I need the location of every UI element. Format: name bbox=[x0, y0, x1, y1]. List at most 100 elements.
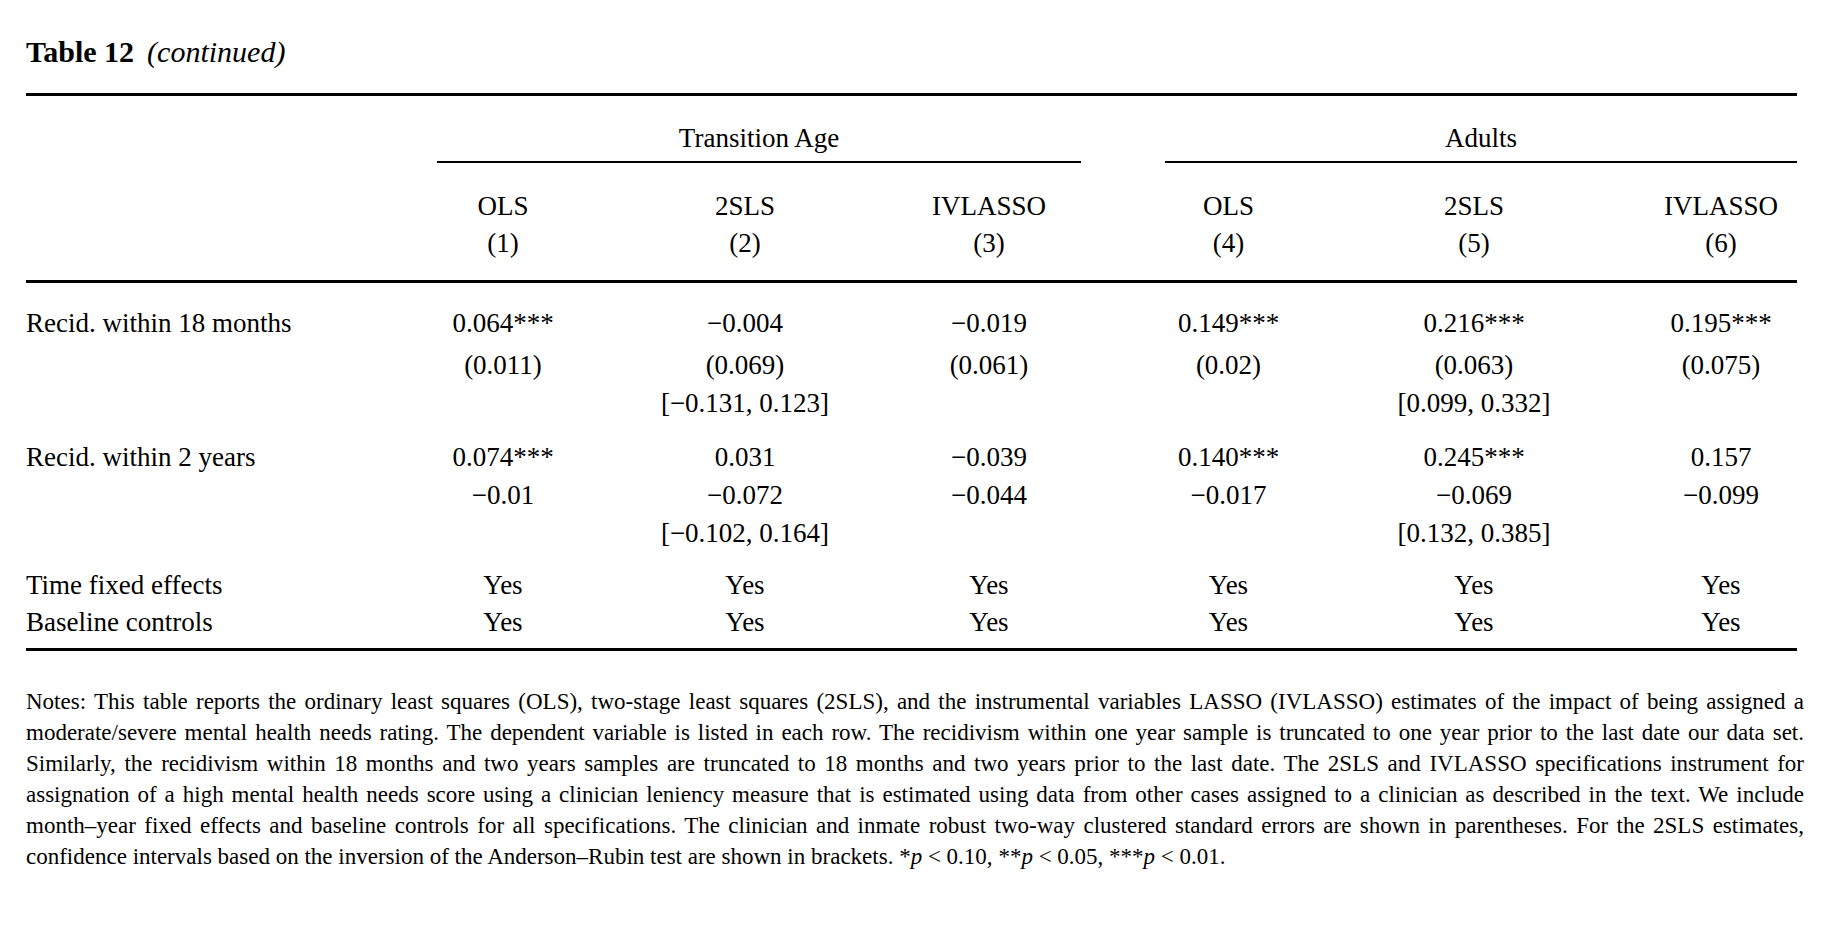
estimate-row: Recid. within 18 months 0.064*** −0.004 … bbox=[26, 305, 1842, 341]
se-cell: −0.044 bbox=[869, 477, 1109, 513]
row-label: Recid. within 2 years bbox=[26, 439, 385, 475]
column-header-number: (5) bbox=[1348, 225, 1600, 261]
ci-cell bbox=[385, 385, 621, 421]
sig-stars: *** bbox=[1109, 844, 1144, 869]
column-header-number: (3) bbox=[869, 225, 1109, 261]
sig-threshold: < 0.10, bbox=[922, 844, 998, 869]
column-header-spacer bbox=[26, 225, 385, 261]
ci-cell bbox=[869, 515, 1109, 551]
se-cell: (0.061) bbox=[869, 347, 1109, 383]
table-title-continued: (continued) bbox=[147, 35, 285, 68]
se-row: −0.01 −0.072 −0.044 −0.017 −0.069 −0.099 bbox=[26, 477, 1842, 513]
column-header-number: (1) bbox=[385, 225, 621, 261]
group-rule-transition-age bbox=[437, 161, 1081, 163]
sig-threshold: < 0.05, bbox=[1033, 844, 1109, 869]
control-cell: Yes bbox=[1600, 604, 1842, 640]
ci-cell: [−0.131, 0.123] bbox=[621, 385, 869, 421]
control-cell: Yes bbox=[385, 604, 621, 640]
controls-row: Baseline controls Yes Yes Yes Yes Yes Ye… bbox=[26, 604, 1842, 640]
ci-cell bbox=[1109, 515, 1348, 551]
estimate-cell: 0.195*** bbox=[1600, 305, 1842, 341]
ci-cell: [−0.102, 0.164] bbox=[621, 515, 869, 551]
row-label-spacer bbox=[26, 477, 385, 513]
sig-p: p bbox=[1144, 844, 1156, 869]
estimate-row: Recid. within 2 years 0.074*** 0.031 −0.… bbox=[26, 439, 1842, 475]
sig-stars: * bbox=[899, 844, 911, 869]
estimate-cell: 0.157 bbox=[1600, 439, 1842, 475]
column-header-method: 2SLS bbox=[621, 188, 869, 224]
table-title: Table 12 (continued) bbox=[26, 34, 285, 70]
control-cell: Yes bbox=[1109, 604, 1348, 640]
group-rule-adults bbox=[1165, 161, 1797, 163]
column-number-row: (1) (2) (3) (4) (5) (6) bbox=[26, 225, 1842, 261]
column-header-method: OLS bbox=[385, 188, 621, 224]
row-label-spacer bbox=[26, 385, 385, 421]
column-header-method: IVLASSO bbox=[1600, 188, 1842, 224]
column-header-number: (2) bbox=[621, 225, 869, 261]
estimate-cell: 0.140*** bbox=[1109, 439, 1348, 475]
control-cell: Yes bbox=[621, 604, 869, 640]
estimate-cell: 0.149*** bbox=[1109, 305, 1348, 341]
se-cell: −0.072 bbox=[621, 477, 869, 513]
column-header-method: 2SLS bbox=[1348, 188, 1600, 224]
notes-body: Notes: This table reports the ordinary l… bbox=[26, 689, 1804, 869]
control-cell: Yes bbox=[1109, 567, 1348, 603]
sig-threshold: < 0.01. bbox=[1155, 844, 1225, 869]
sig-stars: ** bbox=[998, 844, 1021, 869]
row-label: Recid. within 18 months bbox=[26, 305, 385, 341]
row-label: Baseline controls bbox=[26, 604, 385, 640]
row-label-spacer bbox=[26, 515, 385, 551]
ci-cell bbox=[1600, 515, 1842, 551]
table-rule-bottom bbox=[26, 648, 1797, 651]
control-cell: Yes bbox=[1348, 604, 1600, 640]
estimate-cell: 0.074*** bbox=[385, 439, 621, 475]
ci-cell bbox=[385, 515, 621, 551]
estimate-cell: 0.245*** bbox=[1348, 439, 1600, 475]
se-cell: −0.01 bbox=[385, 477, 621, 513]
se-row: (0.011) (0.069) (0.061) (0.02) (0.063) (… bbox=[26, 347, 1842, 383]
controls-row: Time fixed effects Yes Yes Yes Yes Yes Y… bbox=[26, 567, 1842, 603]
se-cell: −0.099 bbox=[1600, 477, 1842, 513]
ci-row: [−0.131, 0.123] [0.099, 0.332] bbox=[26, 385, 1842, 421]
control-cell: Yes bbox=[621, 567, 869, 603]
column-header-number: (6) bbox=[1600, 225, 1842, 261]
se-cell: −0.069 bbox=[1348, 477, 1600, 513]
sig-p: p bbox=[911, 844, 923, 869]
column-header-number: (4) bbox=[1109, 225, 1348, 261]
se-cell: (0.075) bbox=[1600, 347, 1842, 383]
ci-cell bbox=[1600, 385, 1842, 421]
column-header-method: OLS bbox=[1109, 188, 1348, 224]
ci-cell bbox=[1109, 385, 1348, 421]
column-method-row: OLS 2SLS IVLASSO OLS 2SLS IVLASSO bbox=[26, 188, 1842, 224]
control-cell: Yes bbox=[1348, 567, 1600, 603]
se-cell: (0.063) bbox=[1348, 347, 1600, 383]
paper-page: Table 12(continued) Transition Age Adult… bbox=[0, 0, 1842, 934]
control-cell: Yes bbox=[385, 567, 621, 603]
sig-level-2: **p < 0.05, bbox=[998, 844, 1109, 869]
table-rule-top bbox=[26, 93, 1797, 96]
ci-row: [−0.102, 0.164] [0.132, 0.385] bbox=[26, 515, 1842, 551]
se-cell: −0.017 bbox=[1109, 477, 1348, 513]
sig-level-1: *p < 0.10, bbox=[899, 844, 998, 869]
estimate-cell: 0.031 bbox=[621, 439, 869, 475]
estimate-cell: 0.216*** bbox=[1348, 305, 1600, 341]
sig-p: p bbox=[1021, 844, 1033, 869]
group-header-adults: Adults bbox=[1165, 120, 1797, 156]
ci-cell: [0.132, 0.385] bbox=[1348, 515, 1600, 551]
ci-cell bbox=[869, 385, 1109, 421]
sig-level-3: ***p < 0.01. bbox=[1109, 844, 1225, 869]
estimate-cell: 0.064*** bbox=[385, 305, 621, 341]
row-label: Time fixed effects bbox=[26, 567, 385, 603]
se-cell: (0.011) bbox=[385, 347, 621, 383]
row-label-spacer bbox=[26, 347, 385, 383]
table-notes: Notes: This table reports the ordinary l… bbox=[26, 686, 1804, 872]
control-cell: Yes bbox=[1600, 567, 1842, 603]
estimate-cell: −0.039 bbox=[869, 439, 1109, 475]
column-header-spacer bbox=[26, 188, 385, 224]
column-header-method: IVLASSO bbox=[869, 188, 1109, 224]
table-title-label: Table 12 bbox=[26, 35, 134, 68]
se-cell: (0.069) bbox=[621, 347, 869, 383]
estimate-cell: −0.019 bbox=[869, 305, 1109, 341]
se-cell: (0.02) bbox=[1109, 347, 1348, 383]
ci-cell: [0.099, 0.332] bbox=[1348, 385, 1600, 421]
